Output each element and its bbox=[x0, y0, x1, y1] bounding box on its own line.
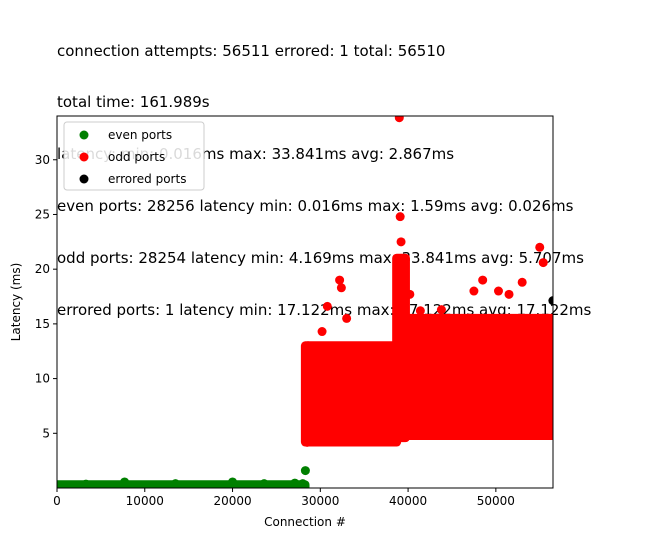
density-band bbox=[57, 480, 310, 488]
y-tick-label: 15 bbox=[35, 317, 50, 331]
legend-label-errored: errored ports bbox=[108, 172, 186, 186]
data-point bbox=[478, 275, 488, 285]
data-point bbox=[303, 341, 313, 351]
y-tick-label: 5 bbox=[42, 426, 50, 440]
data-point bbox=[81, 479, 91, 488]
legend: even ports odd ports errored ports bbox=[63, 121, 205, 191]
y-tick-label: 30 bbox=[35, 153, 50, 167]
data-point bbox=[469, 286, 479, 296]
data-point bbox=[405, 289, 415, 299]
title-line: even ports: 28256 latency min: 0.016ms m… bbox=[57, 197, 574, 216]
data-point bbox=[396, 237, 406, 247]
x-axis: 0 10000 20000 30000 40000 50000 bbox=[53, 488, 515, 508]
x-tick-label: 50000 bbox=[477, 494, 515, 508]
data-point bbox=[298, 479, 308, 488]
x-tick-label: 20000 bbox=[213, 494, 251, 508]
legend-marker-errored bbox=[79, 174, 89, 184]
y-tick-label: 20 bbox=[35, 262, 50, 276]
data-point bbox=[415, 306, 425, 316]
x-tick-label: 40000 bbox=[389, 494, 427, 508]
title-line: total time: 161.989s bbox=[57, 93, 210, 112]
legend-marker-odd bbox=[79, 152, 89, 162]
data-point bbox=[228, 477, 238, 487]
data-point bbox=[317, 327, 327, 337]
title-line: odd ports: 28254 latency min: 4.169ms ma… bbox=[57, 249, 584, 268]
chart-title: connection attempts: 56511 errored: 1 to… bbox=[57, 8, 591, 337]
plot-frame bbox=[56, 115, 554, 489]
data-point bbox=[504, 289, 514, 299]
legend-marker-even bbox=[79, 130, 89, 140]
data-point bbox=[336, 283, 346, 293]
data-point bbox=[548, 296, 553, 306]
data-point bbox=[335, 275, 345, 285]
data-point bbox=[452, 313, 462, 323]
data-point bbox=[395, 212, 405, 222]
data-point bbox=[300, 466, 310, 476]
data-point bbox=[290, 478, 300, 488]
y-axis-label: Latency (ms) bbox=[9, 263, 23, 342]
legend-label-even: even ports bbox=[108, 128, 172, 142]
data-point bbox=[57, 483, 62, 488]
scatter-density bbox=[57, 253, 553, 488]
data-point bbox=[393, 264, 403, 274]
y-tick-label: 10 bbox=[35, 372, 50, 386]
data-point bbox=[322, 301, 332, 311]
data-point bbox=[517, 277, 527, 287]
x-tick-label: 0 bbox=[53, 494, 61, 508]
data-point bbox=[493, 286, 503, 296]
data-point bbox=[535, 242, 545, 252]
data-point bbox=[120, 477, 130, 487]
legend-label-odd: odd ports bbox=[108, 150, 165, 164]
data-point bbox=[394, 116, 404, 123]
x-tick-label: 30000 bbox=[301, 494, 339, 508]
data-point bbox=[342, 313, 352, 323]
density-band bbox=[400, 313, 553, 440]
data-point bbox=[544, 319, 553, 329]
density-band bbox=[300, 341, 402, 447]
y-tick-label: 25 bbox=[35, 207, 50, 221]
x-axis-label: Connection # bbox=[264, 515, 346, 529]
data-point bbox=[436, 305, 446, 315]
data-point bbox=[170, 479, 180, 488]
data-point bbox=[259, 479, 269, 488]
data-point bbox=[538, 258, 548, 268]
scatter-points bbox=[57, 116, 553, 488]
title-line: connection attempts: 56511 errored: 1 to… bbox=[57, 41, 446, 60]
y-axis: 5 10 15 20 25 30 bbox=[35, 153, 57, 440]
x-tick-label: 10000 bbox=[126, 494, 164, 508]
legend-box bbox=[63, 121, 205, 191]
data-point bbox=[302, 437, 312, 447]
